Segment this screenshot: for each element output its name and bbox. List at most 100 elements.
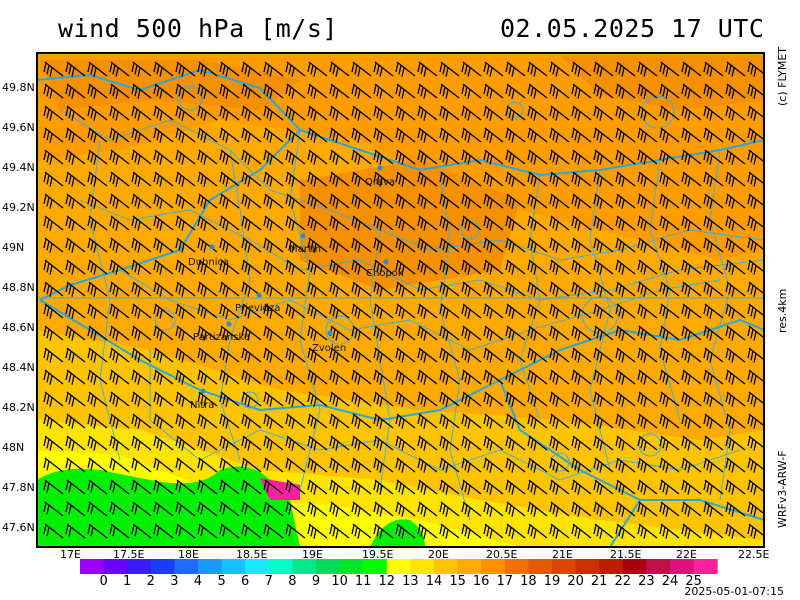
wind-barb bbox=[65, 61, 86, 77]
wind-barb bbox=[483, 127, 504, 143]
wind-barb bbox=[659, 259, 680, 275]
wind-barb bbox=[615, 61, 636, 77]
wind-barb bbox=[263, 127, 284, 143]
wind-barb bbox=[175, 281, 196, 297]
colorbar-swatch bbox=[434, 559, 459, 574]
wind-barb bbox=[703, 83, 724, 99]
wind-barb bbox=[549, 413, 570, 429]
wind-barb bbox=[659, 479, 680, 495]
wind-barb bbox=[593, 347, 614, 363]
wind-barb bbox=[175, 325, 196, 341]
lat-label: 48.8N bbox=[2, 281, 35, 294]
wind-barb bbox=[285, 237, 306, 253]
wind-barb bbox=[153, 215, 174, 231]
wind-barb bbox=[87, 83, 108, 99]
wind-barb bbox=[175, 391, 196, 407]
wind-barb bbox=[65, 369, 86, 385]
wind-barb bbox=[351, 259, 372, 275]
wind-barb bbox=[505, 237, 526, 253]
wind-barb bbox=[395, 325, 416, 341]
lon-label: 17.5E bbox=[113, 548, 145, 561]
wind-barb bbox=[461, 413, 482, 429]
wind-barb bbox=[659, 457, 680, 473]
wind-barb bbox=[681, 259, 702, 275]
wind-barb bbox=[87, 281, 108, 297]
wind-barb bbox=[43, 105, 64, 121]
wind-barb bbox=[241, 171, 262, 187]
wind-barb bbox=[329, 369, 350, 385]
wind-barb bbox=[329, 501, 350, 517]
city-label: Martin bbox=[289, 244, 321, 255]
wind-barb bbox=[439, 127, 460, 143]
colorbar-swatch bbox=[552, 559, 577, 574]
colorbar-swatch bbox=[457, 559, 482, 574]
wind-barb bbox=[483, 83, 504, 99]
wind-barb bbox=[417, 259, 438, 275]
wind-barb bbox=[241, 523, 262, 539]
wind-barb bbox=[197, 303, 218, 319]
wind-barb bbox=[549, 149, 570, 165]
wind-barb bbox=[725, 193, 746, 209]
wind-barb bbox=[197, 193, 218, 209]
wind-barb bbox=[593, 61, 614, 77]
wind-barb bbox=[307, 413, 328, 429]
wind-barb bbox=[87, 215, 108, 231]
wind-barb bbox=[153, 281, 174, 297]
wind-barb bbox=[725, 435, 746, 451]
wind-barb bbox=[65, 171, 86, 187]
wind-barb bbox=[571, 435, 592, 451]
wind-barb bbox=[351, 83, 372, 99]
wind-barb bbox=[527, 193, 548, 209]
wind-barb bbox=[307, 61, 328, 77]
wind-barb bbox=[703, 105, 724, 121]
wind-barb bbox=[87, 435, 108, 451]
wind-barb bbox=[43, 391, 64, 407]
wind-barb bbox=[43, 347, 64, 363]
wind-barb bbox=[637, 325, 658, 341]
wind-barb bbox=[747, 61, 764, 77]
wind-barb bbox=[329, 413, 350, 429]
wind-barb bbox=[439, 347, 460, 363]
wind-barb bbox=[109, 435, 130, 451]
wind-barb bbox=[197, 83, 218, 99]
wind-barb bbox=[87, 369, 108, 385]
city-marker bbox=[256, 292, 262, 298]
wind-barb bbox=[439, 413, 460, 429]
colorbar-label: 18 bbox=[520, 574, 537, 589]
wind-barb bbox=[153, 391, 174, 407]
wind-barb bbox=[615, 215, 636, 231]
wind-barb bbox=[505, 149, 526, 165]
wind-barb bbox=[747, 149, 764, 165]
colorbar-label: 17 bbox=[496, 574, 514, 589]
colorbar-swatch bbox=[268, 559, 293, 574]
model-label: WRFv3-ARW-F bbox=[776, 450, 789, 528]
wind-barb bbox=[483, 347, 504, 363]
wind-barb bbox=[549, 105, 570, 121]
lat-label: 47.6N bbox=[2, 521, 35, 534]
wind-barb bbox=[197, 347, 218, 363]
wind-barb bbox=[153, 303, 174, 319]
wind-barb bbox=[131, 413, 152, 429]
map-title: wind 500 hPa [m/s] bbox=[58, 14, 338, 43]
colorbar-label: 10 bbox=[331, 574, 348, 589]
city-label: Chopok bbox=[366, 268, 404, 279]
wind-barb bbox=[439, 501, 460, 517]
wind-barb bbox=[241, 347, 262, 363]
wind-barb bbox=[351, 479, 372, 495]
wind-barb bbox=[571, 127, 592, 143]
wind-barb bbox=[725, 413, 746, 429]
wind-barb bbox=[175, 83, 196, 99]
wind-barb bbox=[527, 149, 548, 165]
wind-barb bbox=[505, 281, 526, 297]
wind-barb bbox=[527, 127, 548, 143]
wind-barb bbox=[505, 479, 526, 495]
lon-label: 19.5E bbox=[362, 548, 394, 561]
colorbar-swatch bbox=[599, 559, 624, 574]
wind-barb bbox=[505, 391, 526, 407]
wind-barb bbox=[109, 149, 130, 165]
wind-barb bbox=[593, 127, 614, 143]
wind-barb bbox=[703, 281, 724, 297]
wind-barb bbox=[747, 501, 764, 517]
wind-barb bbox=[219, 171, 240, 187]
